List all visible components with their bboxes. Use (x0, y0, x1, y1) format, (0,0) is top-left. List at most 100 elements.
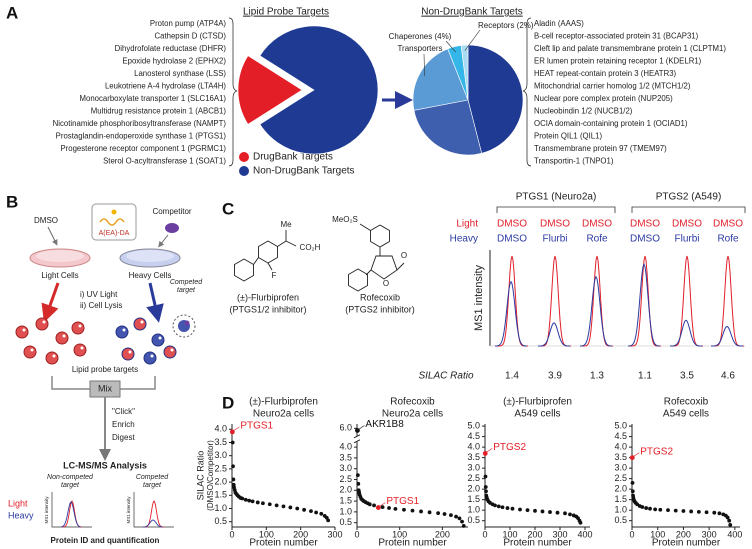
group-bracket (496, 206, 616, 213)
heavy-peak (710, 325, 744, 347)
step-label: "Click" (112, 407, 135, 416)
probe-dot (122, 328, 126, 332)
data-point (689, 509, 694, 514)
x-tick-label: 0 (229, 529, 234, 539)
y-tick-label: 1.0 (214, 503, 227, 513)
bond (396, 262, 405, 271)
atom: MeO₂S (332, 215, 358, 224)
data-point (568, 512, 572, 517)
protein-blob (55, 331, 69, 345)
legend-label: Non-DrugBank Targets (253, 166, 355, 177)
annotation-leader (486, 448, 493, 453)
annotation: PTGS1 (240, 421, 273, 432)
data-point (630, 489, 635, 494)
protein-blob (45, 351, 59, 365)
probe-dot (80, 346, 84, 350)
caption: Lipid probe targets (72, 365, 138, 374)
atom: CO₂H (300, 243, 321, 252)
x-tick-label: 0 (354, 529, 359, 539)
y-tick-label: 1.5 (614, 494, 627, 504)
data-point (231, 464, 235, 469)
atom: Me (280, 220, 292, 229)
data-point (319, 511, 324, 516)
mini-axes (133, 492, 174, 528)
bond (365, 269, 372, 276)
row-label: Light (456, 219, 478, 230)
data-point (653, 507, 658, 512)
data-point (496, 504, 501, 509)
x-tick-label: 400 (727, 529, 742, 539)
ratio-label: SILAC Ratio (418, 371, 473, 382)
y-tick-label: 0.5 (339, 517, 352, 527)
data-point (243, 497, 248, 502)
x-tick-label: 0 (482, 529, 487, 539)
data-point (402, 507, 406, 512)
y-tick-label: 0.5 (614, 515, 627, 525)
data-point (281, 504, 286, 509)
data-point (231, 477, 236, 482)
bond (253, 257, 259, 265)
y-tick-label: 2.5 (614, 473, 627, 483)
data-point (419, 509, 423, 514)
data-point (261, 501, 265, 506)
protein-name: Leukotriene A-4 hydrolase (LTA4H) (105, 82, 226, 91)
data-point (355, 473, 360, 478)
x-tick-label: 100 (259, 529, 274, 539)
data-point (372, 503, 376, 508)
compound-role: (PTGS2 inhibitor) (345, 304, 415, 314)
x-tick-label: 300 (552, 529, 567, 539)
heavy-peak (627, 262, 661, 347)
bracket (228, 17, 238, 167)
protein-name: Protein QIL1 (QIL1) (534, 132, 602, 141)
y-tick-label: 1.5 (339, 495, 352, 505)
plot-subtitle: A549 cells (514, 409, 560, 420)
axis-break (353, 434, 361, 444)
pie-slice (412, 48, 469, 111)
bond (359, 223, 371, 231)
condition-label: DMSO (582, 219, 612, 230)
compound-role: (PTGS1/2 inhibitor) (229, 304, 306, 314)
bond (277, 230, 287, 247)
legend-label: DrugBank Targets (253, 152, 333, 163)
ring (258, 240, 278, 264)
pie-slice (460, 44, 469, 101)
protein-name: Transmembrane protein 97 (TMEM97) (534, 144, 667, 153)
y-tick-label: 4.0 (339, 441, 352, 451)
protein-name: Transportin-1 (TNPO1) (534, 157, 614, 166)
protein-name: Progesterone receptor component 1 (PGRMC… (60, 144, 226, 153)
pie-title: Lipid Probe Targets (243, 7, 329, 18)
y-tick-label: 4.5 (614, 431, 627, 441)
pie-slice (237, 55, 303, 125)
condition-label: DMSO (497, 219, 527, 230)
step-label: ii) Cell Lysis (80, 301, 122, 310)
data-point (460, 519, 464, 524)
panel-label: B (6, 192, 18, 211)
plot-title: (±)-Flurbiprofen (503, 397, 572, 408)
data-point (442, 512, 447, 516)
slice-label: Chaperones (4%) (389, 32, 452, 41)
heavy-dish-inner (126, 250, 174, 262)
callout: Competed (136, 474, 169, 481)
pie-slice (259, 25, 379, 155)
protein-name: Nicotinamide phosphoribosyltransferase (… (53, 119, 227, 128)
ratio-value: 1.1 (638, 371, 652, 382)
plot-title: (±)-Flurbiprofen (249, 397, 318, 408)
protein-name: ER lumen protein retaining receptor 1 (K… (534, 57, 702, 66)
data-point (274, 503, 279, 508)
mix-label: Mix (98, 383, 112, 393)
competitor-molecule (165, 223, 179, 233)
mini-peak-heavy (142, 519, 164, 528)
data-point (696, 509, 701, 514)
dmso-label: DMSO (34, 216, 58, 225)
step-label: i) UV Light (80, 290, 118, 299)
protein-name: Epoxide hydrolase 2 (EPHX2) (122, 57, 226, 66)
data-point (240, 496, 245, 501)
y-tick-label: 2.0 (339, 485, 352, 495)
y-tick-label: 0.5 (214, 516, 227, 526)
y-tick-label: 1.0 (467, 505, 480, 515)
data-point (387, 506, 391, 510)
annotation: PTGS2 (640, 446, 673, 457)
x-axis-label: Protein number (503, 538, 572, 549)
y-tick-label: 2.0 (467, 484, 480, 494)
callout: target (61, 482, 80, 489)
